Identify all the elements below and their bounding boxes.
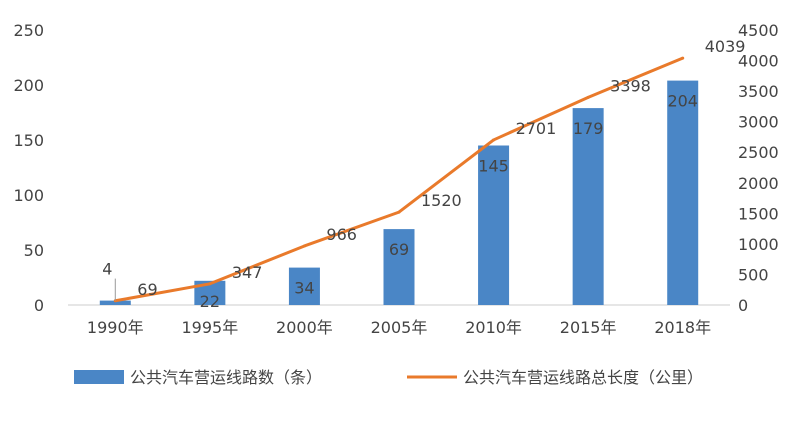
line-point: [302, 244, 306, 248]
x-tick-label: 1990年: [87, 318, 144, 337]
y-left-tick-label: 200: [13, 76, 44, 95]
line-point: [397, 210, 401, 214]
bar: [572, 108, 604, 305]
line-point: [208, 282, 212, 286]
bar-data-label: 34: [294, 279, 314, 298]
y-left-tick-label: 0: [34, 296, 44, 315]
x-tick-label: 2000年: [276, 318, 333, 337]
y-right-tick-label: 2000: [738, 174, 779, 193]
legend-bar-swatch: [74, 370, 124, 384]
x-tick-label: 2018年: [654, 318, 711, 337]
bar-data-label: 4: [102, 260, 112, 279]
bar-data-label: 22: [200, 292, 220, 311]
bar-data-label: 69: [389, 240, 409, 259]
bar-data-label: 179: [573, 119, 604, 138]
y-right-tick-label: 4000: [738, 52, 779, 71]
line-data-label: 966: [326, 225, 357, 244]
y-right-tick-label: 4500: [738, 21, 779, 40]
bar-data-label: 204: [667, 92, 698, 111]
line-data-label: 3398: [610, 76, 651, 95]
line-point: [113, 299, 117, 303]
line-data-label: 347: [232, 263, 263, 282]
bar-data-label: 145: [478, 157, 509, 176]
line-data-label: 1520: [421, 191, 462, 210]
bar: [99, 300, 131, 305]
x-tick-label: 2015年: [560, 318, 617, 337]
x-tick-label: 2005年: [371, 318, 428, 337]
y-right-tick-label: 500: [738, 265, 769, 284]
y-left-tick-label: 250: [13, 21, 44, 40]
y-right-tick-label: 1500: [738, 204, 779, 223]
line-point: [492, 138, 496, 142]
y-left-tick-label: 100: [13, 186, 44, 205]
bar: [667, 80, 699, 305]
line-point: [586, 95, 590, 99]
y-right-tick-label: 2500: [738, 143, 779, 162]
y-left-tick-label: 50: [24, 241, 44, 260]
y-right-tick-label: 1000: [738, 235, 779, 254]
y-left-tick-label: 150: [13, 131, 44, 150]
y-right-tick-label: 0: [738, 296, 748, 315]
x-tick-label: 2010年: [465, 318, 522, 337]
bar: [383, 229, 415, 305]
legend-bar-label: 公共汽车营运线路数（条）: [130, 368, 322, 387]
legend-line-label: 公共汽车营运线路总长度（公里）: [463, 368, 703, 387]
line-data-label: 4039: [705, 37, 746, 56]
line-point: [681, 56, 685, 60]
bar: [288, 267, 320, 305]
bar: [478, 145, 510, 305]
y-right-tick-label: 3000: [738, 113, 779, 132]
line-data-label: 69: [137, 280, 157, 299]
line-data-label: 2701: [516, 119, 557, 138]
y-right-tick-label: 3500: [738, 82, 779, 101]
x-tick-label: 1995年: [181, 318, 238, 337]
